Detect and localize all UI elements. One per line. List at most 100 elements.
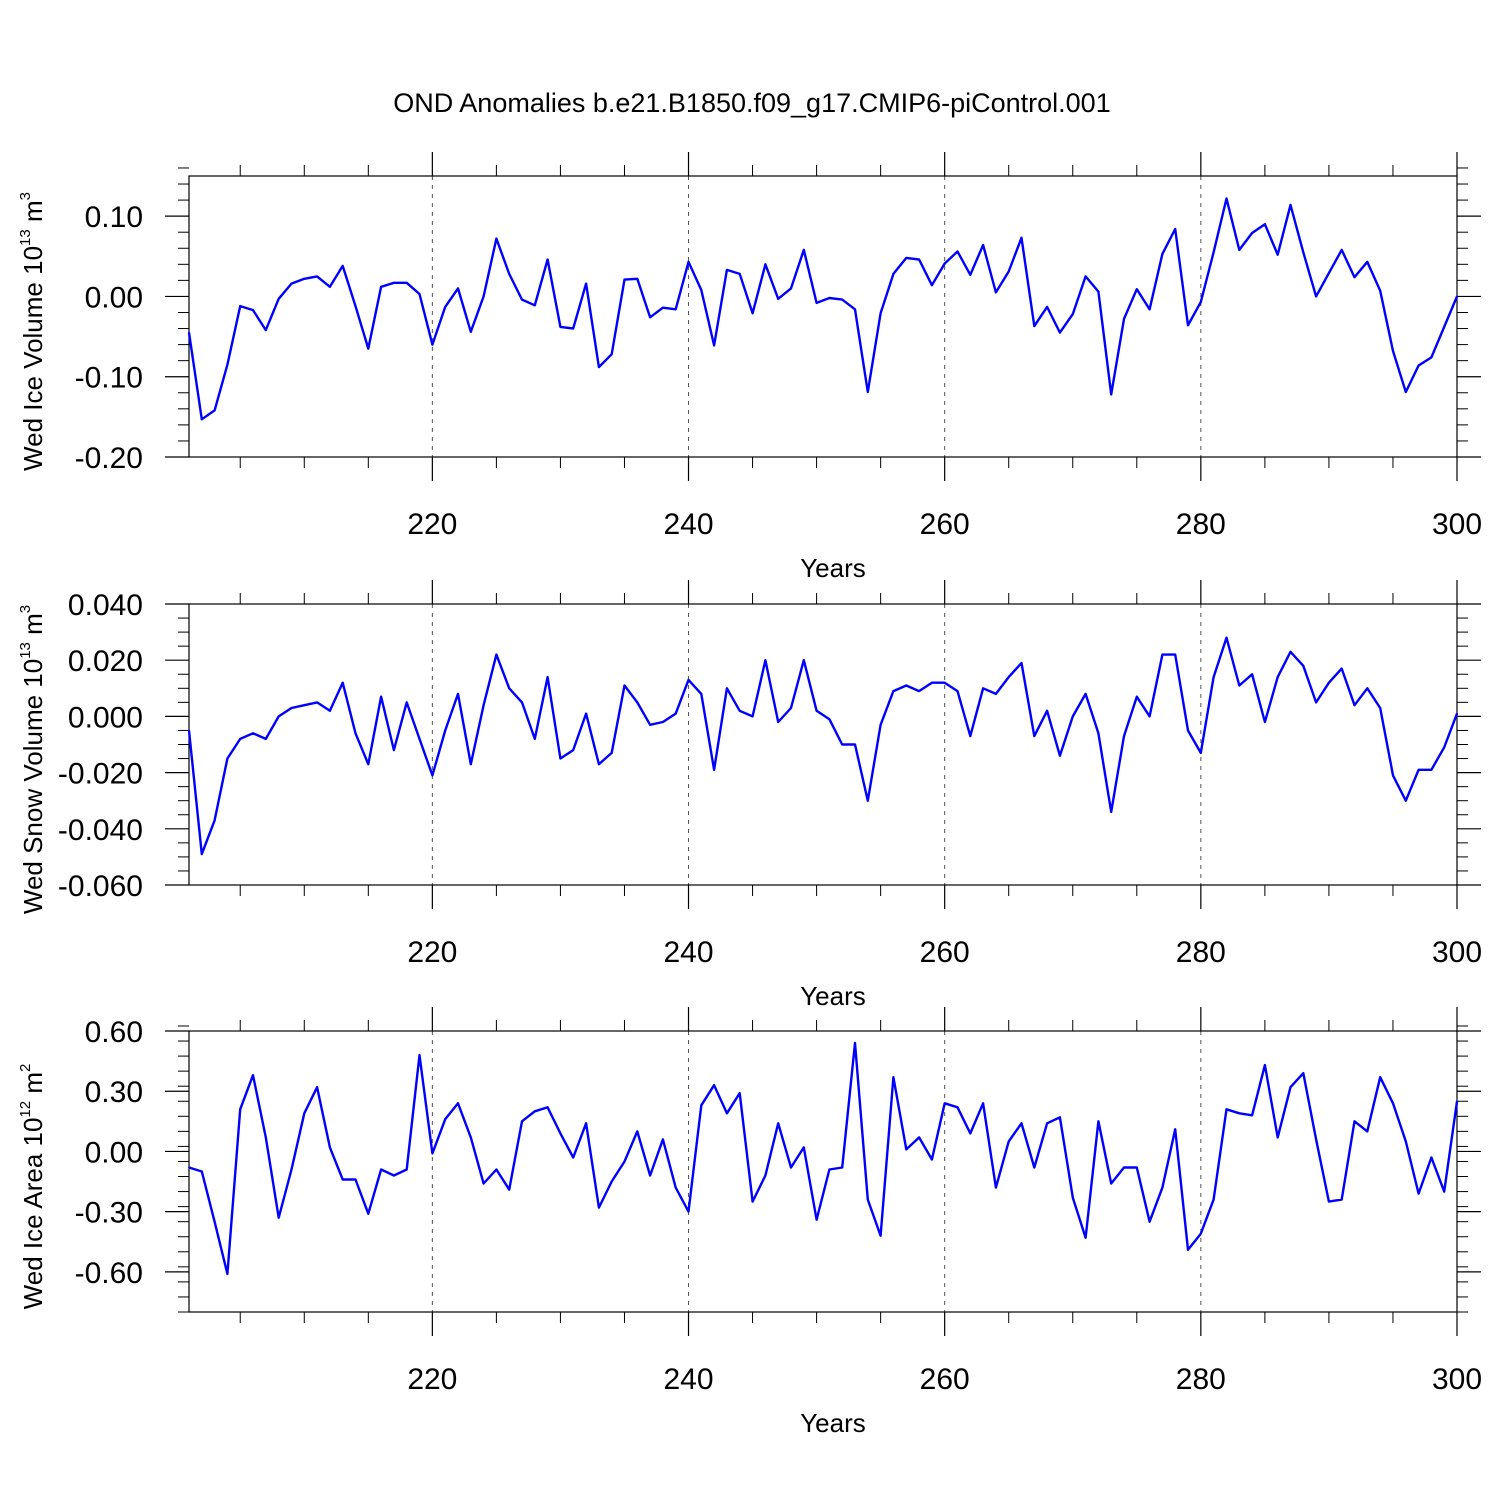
data-point — [482, 704, 485, 707]
data-point — [892, 273, 895, 275]
data-point — [713, 1084, 715, 1087]
x-tick-label: 260 — [920, 936, 970, 969]
data-point — [1187, 324, 1189, 327]
data-point — [559, 1132, 562, 1135]
data-point — [457, 1102, 459, 1105]
data-point — [598, 763, 600, 766]
data-point — [200, 853, 203, 855]
y-tick-label: -0.10 — [75, 362, 143, 395]
data-point — [1225, 197, 1228, 200]
data-point — [1071, 313, 1074, 315]
data-point — [188, 729, 190, 732]
data-point — [828, 1168, 831, 1171]
data-point — [1084, 1236, 1087, 1239]
data-point — [905, 684, 908, 687]
data-point — [290, 1168, 293, 1171]
data-point — [444, 1118, 447, 1121]
data-point — [1123, 318, 1125, 320]
data-point — [1097, 290, 1100, 293]
data-point — [252, 309, 254, 311]
series-points — [188, 197, 1458, 421]
data-point — [508, 273, 511, 275]
data-point — [354, 732, 357, 735]
data-point — [636, 1130, 639, 1133]
data-point — [1302, 251, 1305, 254]
data-point — [290, 282, 293, 285]
data-point — [469, 763, 472, 766]
data-point — [931, 284, 933, 287]
data-point — [431, 1152, 434, 1155]
data-point — [367, 763, 370, 766]
data-point — [1020, 236, 1023, 239]
data-point — [1456, 295, 1458, 298]
data-point — [572, 749, 575, 751]
data-point — [790, 707, 792, 709]
data-point — [1020, 662, 1023, 664]
data-point — [802, 249, 805, 251]
data-point — [264, 1136, 267, 1139]
data-point — [649, 1174, 651, 1177]
data-point — [700, 693, 703, 695]
data-point — [508, 687, 511, 690]
y-axis-label-text: Wed Ice Volume 10 — [18, 246, 48, 471]
data-point — [405, 701, 408, 704]
data-point — [329, 1146, 331, 1149]
data-point — [239, 1108, 242, 1111]
y-tick-label: 0.60 — [85, 1016, 143, 1049]
data-point — [277, 297, 280, 300]
y-axis-label: Wed Snow Volume 1013 m3 — [17, 605, 48, 914]
data-point — [1456, 712, 1458, 715]
data-point — [380, 285, 382, 288]
data-point — [905, 1148, 908, 1151]
data-point — [226, 757, 229, 760]
x-tick-label: 280 — [1176, 1363, 1226, 1396]
data-point — [956, 250, 959, 253]
data-point — [393, 749, 395, 751]
data-point — [1110, 393, 1113, 396]
data-point — [444, 729, 447, 732]
data-point — [892, 690, 895, 692]
data-point — [1007, 676, 1010, 678]
data-point — [700, 1104, 703, 1107]
data-point — [995, 291, 997, 294]
x-tick-label: 240 — [663, 1363, 713, 1396]
data-point — [1404, 391, 1407, 393]
y-axis-label-exponent: 13 — [17, 642, 34, 659]
data-point — [1046, 1122, 1048, 1125]
data-point — [1174, 228, 1177, 230]
data-point — [1033, 735, 1036, 737]
y-axis-label-text: Wed Snow Volume 10 — [18, 659, 48, 914]
data-point — [623, 278, 626, 281]
data-point — [674, 308, 677, 311]
data-point — [623, 684, 626, 687]
data-point — [367, 347, 370, 350]
data-point — [1417, 768, 1420, 771]
data-point — [533, 1110, 536, 1113]
data-point — [200, 418, 203, 421]
data-point — [380, 1168, 382, 1171]
panel-3: -0.60 -0.30 0.00 0.30 0.60 220 240 260 280 300 Yea… — [17, 1007, 1482, 1438]
series-points — [188, 1042, 1458, 1275]
data-point — [431, 343, 434, 346]
data-point — [1264, 1064, 1266, 1066]
data-point — [367, 1212, 370, 1215]
data-point — [1289, 1086, 1292, 1089]
data-point — [1238, 249, 1241, 251]
data-point — [1328, 272, 1330, 274]
data-point — [1264, 721, 1266, 723]
data-point — [1392, 1102, 1394, 1105]
data-point — [1443, 326, 1446, 328]
data-point — [277, 1216, 280, 1219]
data-point — [943, 1102, 946, 1105]
data-point — [956, 1106, 959, 1109]
data-point — [995, 693, 997, 695]
data-point — [482, 1182, 485, 1185]
data-point — [316, 1086, 318, 1089]
data-point — [1187, 1248, 1189, 1251]
data-point — [508, 1188, 511, 1191]
data-point — [1302, 664, 1305, 667]
data-point — [585, 1122, 587, 1125]
data-point — [239, 738, 242, 740]
data-point — [841, 298, 844, 301]
